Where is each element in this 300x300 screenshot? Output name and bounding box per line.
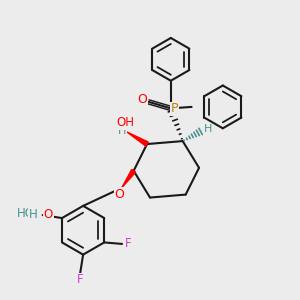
Text: O: O (137, 93, 147, 106)
Polygon shape (122, 169, 136, 188)
Text: P: P (171, 103, 178, 116)
Text: H: H (118, 126, 126, 136)
Text: H: H (28, 208, 37, 221)
Text: O: O (44, 208, 53, 221)
Text: HO: HO (17, 207, 35, 220)
Text: OH: OH (116, 116, 134, 129)
Text: O: O (114, 188, 124, 201)
Text: F: F (125, 237, 132, 250)
Text: H: H (204, 124, 212, 134)
Text: F: F (77, 273, 83, 286)
Polygon shape (127, 132, 148, 146)
